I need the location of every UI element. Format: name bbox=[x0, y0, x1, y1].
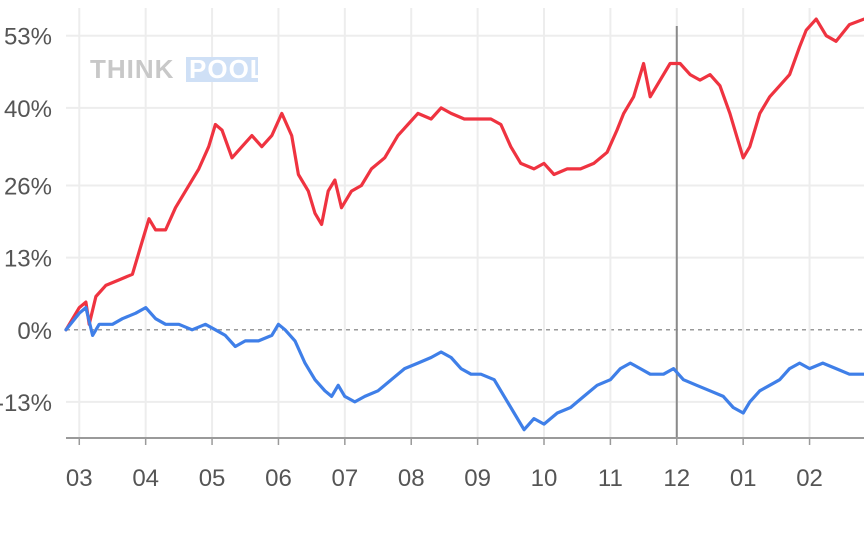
x-tick-label-08: 08 bbox=[398, 465, 425, 492]
watermark-pool: POOL bbox=[189, 54, 267, 84]
thinkpool-watermark: THINK POOL bbox=[90, 54, 267, 84]
x-tick-label-12: 12 bbox=[663, 465, 690, 492]
y-tick-label-4: 0% bbox=[17, 318, 52, 345]
series-line-1 bbox=[64, 306, 864, 432]
x-tick-label-02: 02 bbox=[796, 465, 823, 492]
x-tick-label-07: 07 bbox=[331, 465, 358, 492]
x-tick-label-04: 04 bbox=[132, 465, 159, 492]
x-tick-label-11: 11 bbox=[598, 465, 623, 492]
x-tick-label-09: 09 bbox=[464, 465, 491, 492]
grid-layer bbox=[66, 8, 864, 438]
series-line-0 bbox=[64, 17, 864, 332]
series-layer bbox=[64, 17, 864, 432]
y-tick-label-5: -13% bbox=[0, 390, 52, 417]
x-tick-label-05: 05 bbox=[199, 465, 226, 492]
x-tick-label-10: 10 bbox=[531, 465, 558, 492]
x-tick-label-01: 01 bbox=[730, 465, 757, 492]
x-tick-label-06: 06 bbox=[265, 465, 292, 492]
x-tick-label-03: 03 bbox=[66, 465, 93, 492]
y-tick-label-1: 40% bbox=[4, 96, 52, 123]
y-tick-label-0: 53% bbox=[4, 24, 52, 51]
y-tick-label-2: 26% bbox=[4, 174, 52, 201]
axis-layer: 53% 40% 26% 13% 0% -13% 03 04 05 06 07 08 09 10 11 12 01… bbox=[0, 24, 864, 492]
watermark-think: THINK bbox=[90, 54, 174, 84]
y-tick-label-3: 13% bbox=[4, 246, 52, 273]
watermark-pool-highlight bbox=[186, 57, 258, 82]
